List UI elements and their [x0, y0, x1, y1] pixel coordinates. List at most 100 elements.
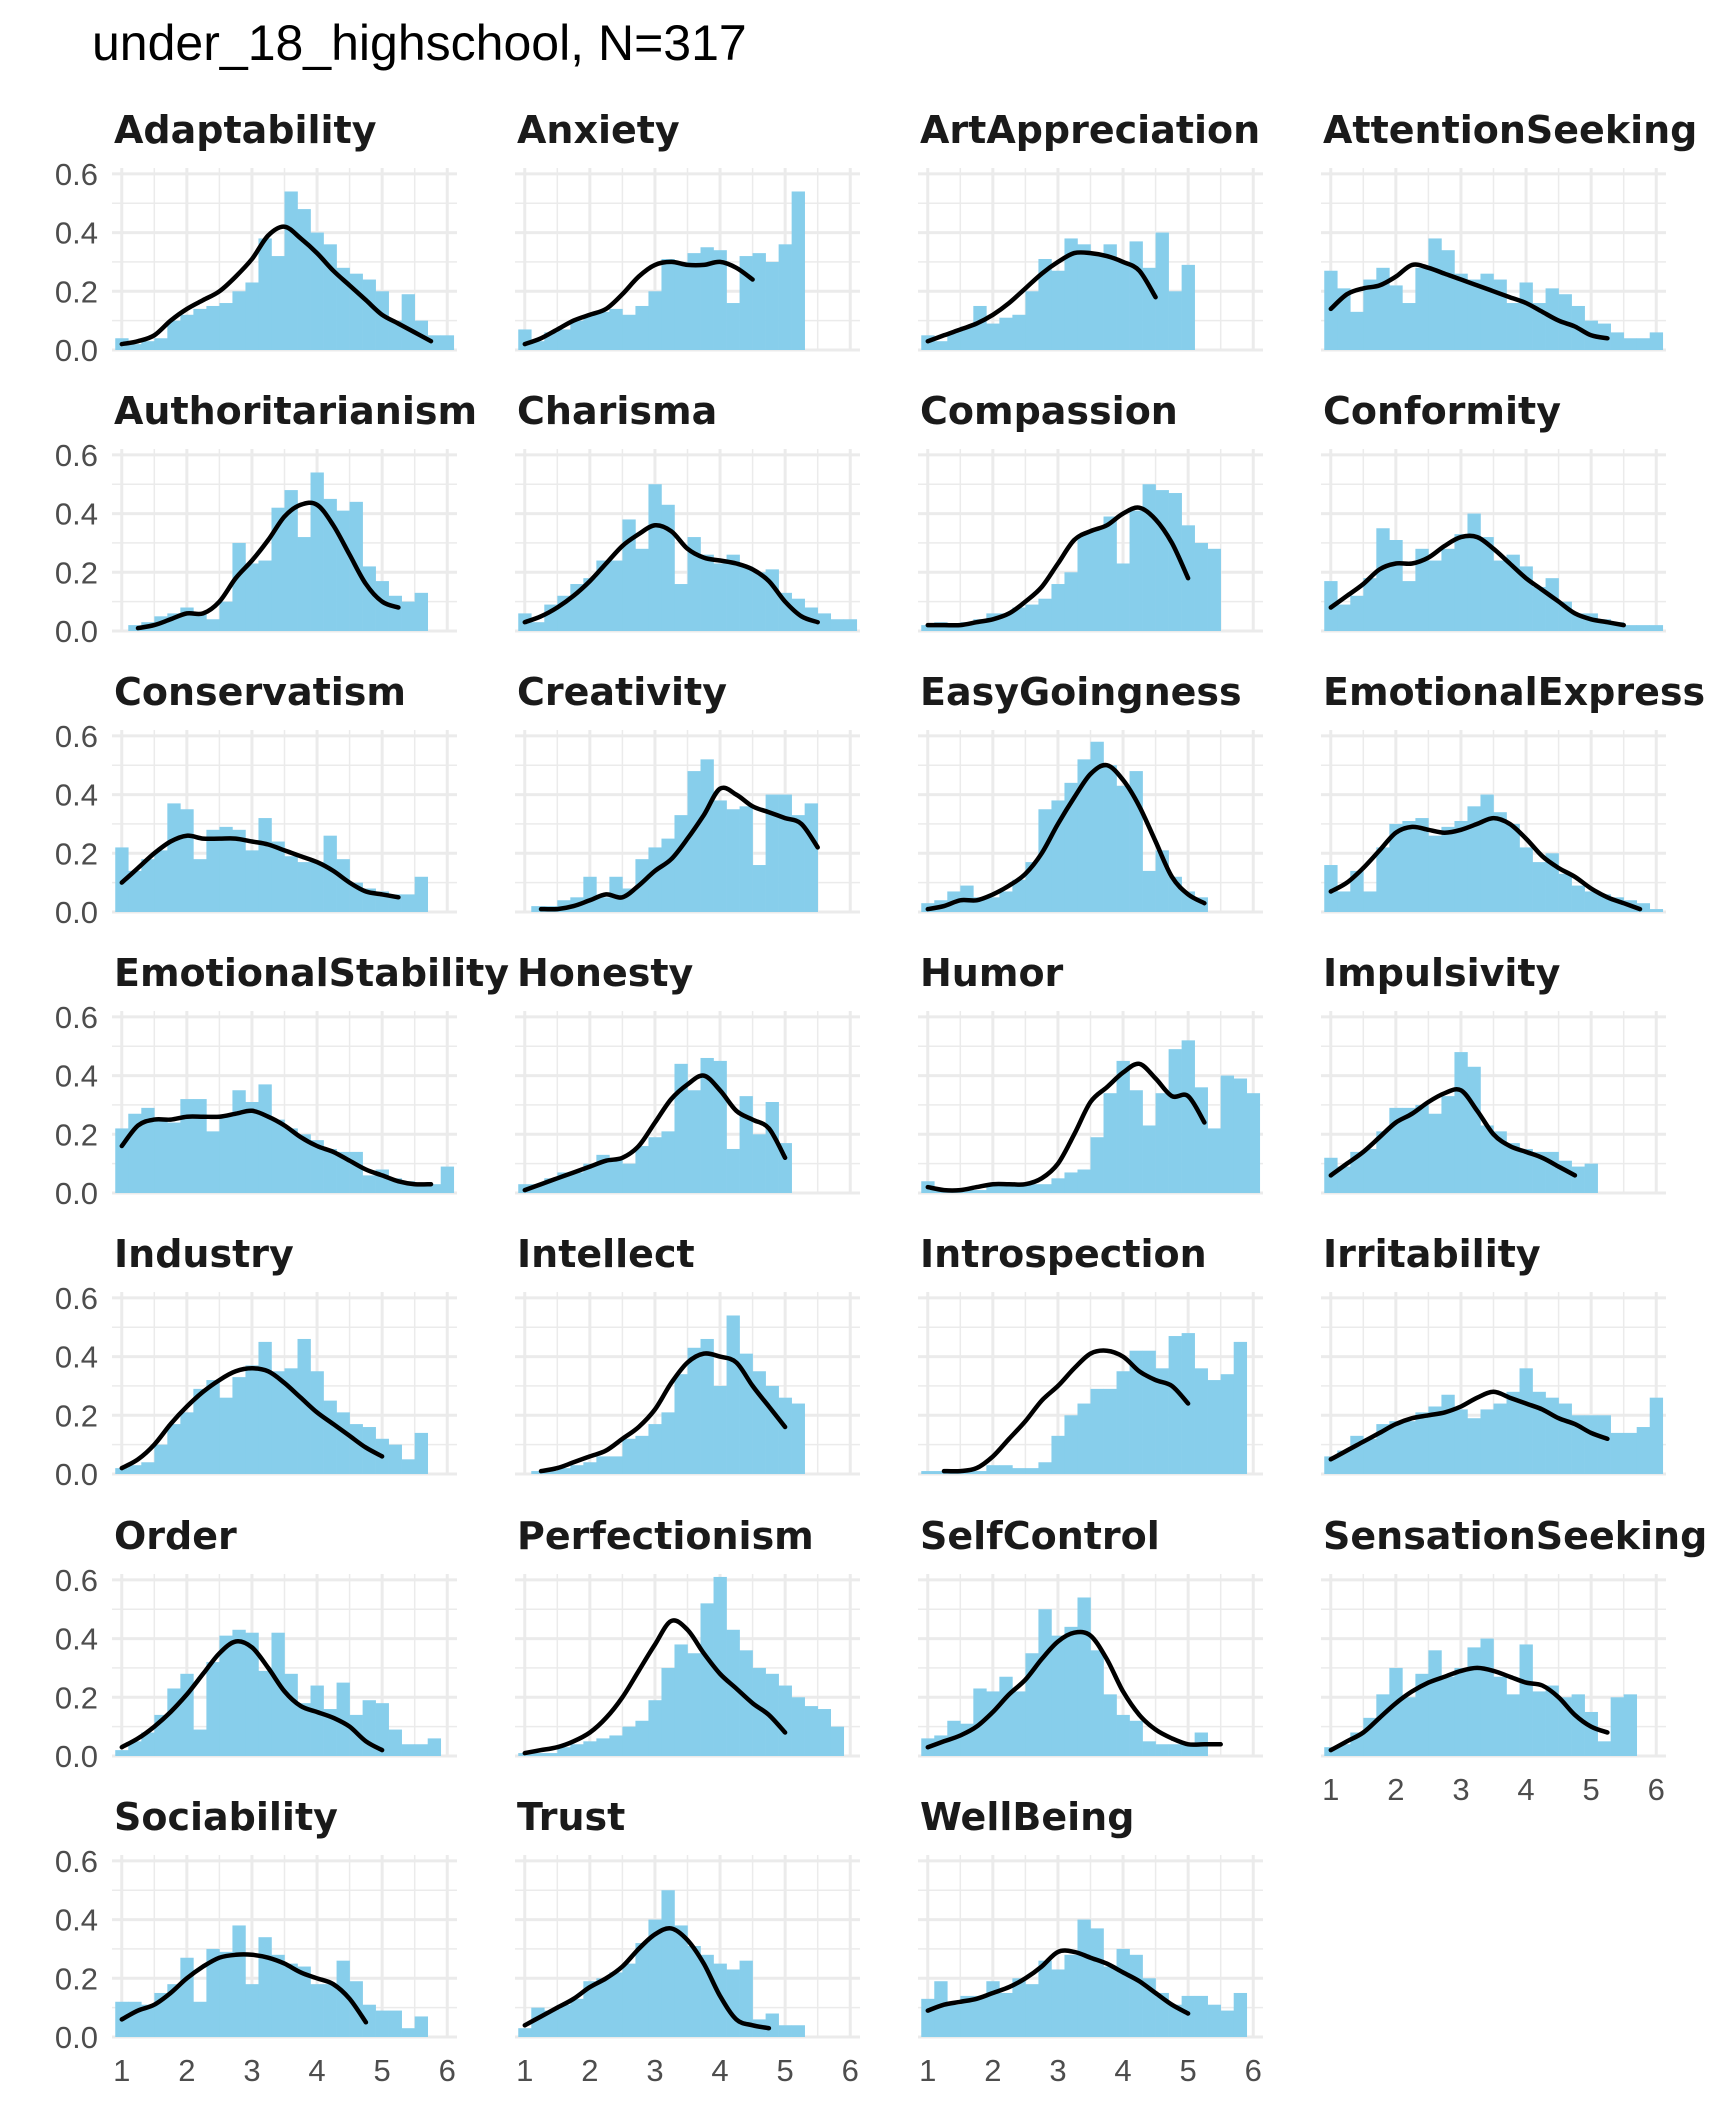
histogram-bar [1519, 1368, 1533, 1474]
histogram-bar [193, 859, 207, 912]
histogram-bar [1142, 1350, 1156, 1474]
facet-panel: Perfectionism [515, 1514, 860, 1758]
y-tick-label: 0.0 [55, 895, 98, 930]
histogram-bar [1077, 1169, 1091, 1193]
histogram-bar [1350, 1151, 1364, 1193]
histogram-bar [1064, 238, 1078, 350]
histogram-bar [1233, 1341, 1248, 1474]
histogram-bar [1389, 1667, 1403, 1756]
histogram-bar [609, 876, 623, 912]
facet-title: Humor [920, 951, 1064, 995]
histogram-bar [219, 1635, 233, 1756]
histogram-bar [128, 2001, 142, 2037]
histogram-bar [1064, 1954, 1078, 2037]
facet-title: AttentionSeeking [1323, 108, 1697, 152]
histogram-bar [934, 1981, 948, 2037]
histogram-bar [1350, 870, 1364, 912]
y-tick-label: 0.2 [55, 1398, 98, 1433]
histogram-bar [1480, 273, 1494, 350]
histogram-bar [193, 1729, 207, 1756]
histogram-bar [1220, 1374, 1235, 1474]
histogram-bar [1129, 1720, 1143, 1756]
histogram-bar [310, 862, 324, 912]
histogram-bar [1194, 542, 1208, 631]
histogram-bar [752, 253, 766, 350]
x-tick-label: 4 [1517, 1772, 1534, 1807]
histogram-bar [258, 1937, 272, 2037]
histogram-bar [1168, 291, 1182, 350]
y-tick-label: 0.6 [55, 1844, 98, 1879]
histogram-bar [921, 625, 935, 631]
y-tick-label: 0.4 [55, 778, 98, 813]
histogram-bar [1532, 303, 1546, 350]
histogram-bar [817, 613, 832, 631]
histogram-bar [1519, 1644, 1533, 1756]
histogram-bar [1116, 1371, 1130, 1474]
histogram-bar [583, 578, 597, 631]
histogram-bar [310, 1371, 324, 1474]
histogram-bar [1103, 1966, 1117, 2037]
histogram-bar [1415, 1412, 1429, 1474]
histogram-bar [1610, 622, 1624, 631]
histogram-bar [1402, 1697, 1416, 1756]
histogram-bar [128, 344, 142, 350]
histogram-bar [310, 472, 324, 631]
density-curve [522, 259, 755, 347]
histogram-bar [1051, 1435, 1065, 1474]
density-curve [522, 1073, 788, 1193]
x-tick-label: 6 [1245, 2053, 1262, 2088]
facet-title: Honesty [517, 951, 694, 995]
x-tick-label: 3 [646, 2053, 663, 2088]
x-tick-label: 1 [516, 2053, 533, 2088]
histogram-bar [583, 1981, 597, 2037]
histogram-bar [687, 1653, 701, 1756]
histogram-bar [1142, 870, 1156, 912]
histogram-bar [323, 498, 337, 631]
histogram-bar [1428, 835, 1442, 912]
histogram-bar [661, 1412, 675, 1474]
histogram-bar [271, 256, 285, 350]
density-curve [538, 785, 820, 912]
histogram-bar [245, 1632, 259, 1756]
histogram-bar [1493, 812, 1507, 912]
histogram-bar [141, 859, 155, 912]
histogram-bar [1389, 285, 1403, 350]
histogram-bar [154, 850, 168, 912]
histogram-bar [167, 803, 181, 912]
histogram-bar [1064, 572, 1078, 631]
y-tick-label: 0.2 [55, 1680, 98, 1715]
histogram-bar [245, 1984, 259, 2037]
histogram-bar [1103, 516, 1117, 631]
facet-title: Irritability [1323, 1232, 1541, 1276]
histogram-bar [284, 856, 298, 912]
histogram-bar [986, 1465, 1000, 1474]
histogram-bar [687, 1090, 701, 1193]
y-tick-label: 0.6 [55, 1000, 98, 1035]
panels-grid: Adaptability 0.0 0.2 0.4 0.6 Anxiety ArtApprec… [55, 108, 1707, 2088]
figure-title: under_18_highschool, N=317 [92, 15, 747, 71]
histogram-bar [1207, 1128, 1221, 1193]
histogram-bar [128, 1741, 142, 1756]
histogram-bar [349, 1424, 363, 1474]
histogram-bar [791, 1403, 805, 1474]
histogram-bar [596, 311, 610, 350]
histogram-bar [232, 1925, 246, 2037]
histogram-bar [609, 308, 623, 350]
histogram-bar [687, 771, 701, 912]
x-tick-label: 2 [178, 2053, 195, 2088]
histogram-bar [1480, 1409, 1494, 1474]
histogram-bar [583, 876, 597, 912]
histogram-bar [193, 1388, 207, 1474]
histogram-bar [128, 870, 142, 912]
histogram-bar [1051, 1178, 1065, 1193]
histogram-bar [1207, 1380, 1221, 1474]
histogram-bar [1155, 1093, 1169, 1193]
histogram-bar [128, 625, 142, 631]
histogram-bar [1168, 1336, 1182, 1474]
histogram-bar [1012, 314, 1026, 350]
histogram-bar [973, 305, 987, 350]
histogram-bar [635, 1943, 649, 2037]
histogram-bar [1129, 241, 1143, 350]
histogram-bar [1623, 338, 1638, 350]
histogram-bar [1415, 1104, 1429, 1193]
